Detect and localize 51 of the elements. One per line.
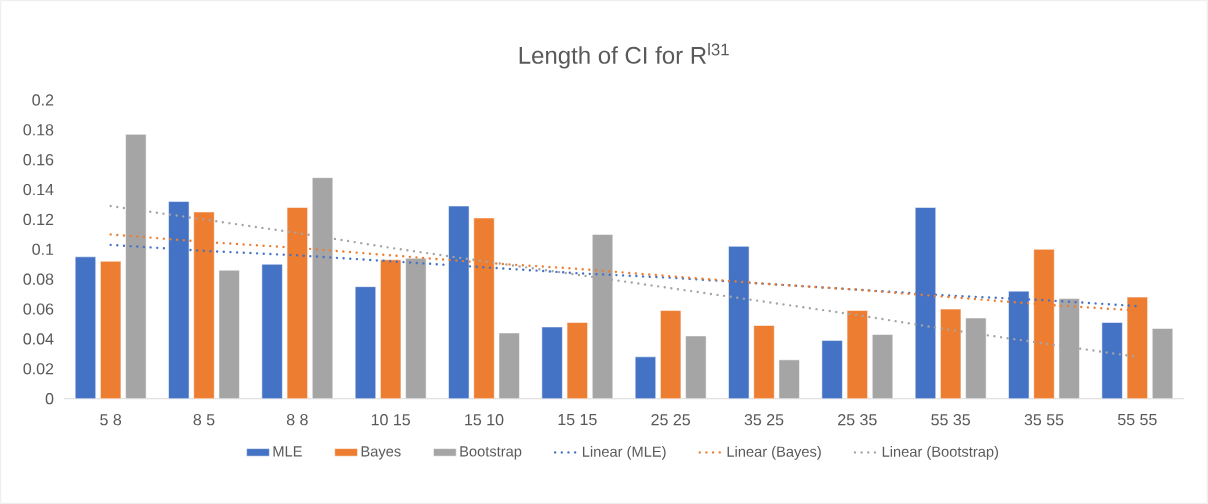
- legend-label: Linear (MLE): [582, 446, 666, 460]
- y-tick-label: 0.12: [23, 213, 54, 226]
- legend-label: Bayes: [361, 446, 401, 460]
- bar: [541, 326, 563, 399]
- bar: [872, 334, 894, 399]
- y-tick-label: 0.04: [23, 333, 54, 345]
- x-tick-label: 55 35: [931, 414, 970, 426]
- y-tick-label: 0.1: [32, 243, 54, 255]
- y-tick-label: 0.16: [23, 154, 54, 166]
- x-tick-label: 35 25: [744, 414, 784, 426]
- legend-label: Bootstrap: [460, 446, 522, 460]
- legend-label: Linear (Bootstrap): [882, 446, 999, 460]
- bar: [753, 325, 775, 399]
- bar: [405, 258, 427, 399]
- legend-label: Linear (Bayes): [727, 446, 821, 460]
- x-tick-label: 8 5: [193, 414, 215, 426]
- y-tick-label: 0.14: [23, 183, 54, 196]
- bar: [846, 310, 868, 399]
- bar: [498, 332, 520, 399]
- x-tick-label: 25 35: [838, 414, 877, 426]
- bar: [685, 335, 707, 399]
- x-tick-label: 25 25: [651, 414, 690, 426]
- x-tick-label: 55 55: [1117, 414, 1157, 426]
- x-tick-label: 35 55: [1024, 414, 1064, 426]
- bar: [778, 359, 800, 399]
- x-tick-label: 15 10: [465, 414, 504, 426]
- bar: [1101, 322, 1123, 399]
- y-tick-label: 0.06: [23, 303, 54, 315]
- bar: [218, 269, 240, 399]
- bar: [74, 256, 96, 399]
- bar: [1152, 328, 1174, 399]
- y-tick-label: 0.2: [32, 94, 54, 106]
- bar: [354, 286, 377, 399]
- bar: [100, 261, 122, 399]
- y-tick-label: 0.08: [23, 273, 54, 285]
- bar: [940, 308, 962, 399]
- bar: [566, 322, 588, 399]
- bar: [660, 310, 682, 399]
- chart-title: Length of CI for R$^{l31}$: [519, 43, 729, 69]
- bar: [821, 340, 843, 399]
- y-tick-label: 0.18: [23, 124, 54, 136]
- legend-label: MLE: [273, 446, 302, 457]
- y-tick-label: 0.02: [23, 363, 54, 375]
- bar: [634, 356, 657, 399]
- bar: [261, 264, 283, 399]
- x-tick-label: 5 8: [100, 414, 122, 426]
- y-tick-label: 0: [45, 393, 54, 405]
- x-tick-label: 10 15: [371, 414, 410, 426]
- bar: [380, 259, 402, 399]
- x-tick-label: 15 15: [558, 414, 597, 426]
- x-tick-label: 8 8: [286, 414, 308, 426]
